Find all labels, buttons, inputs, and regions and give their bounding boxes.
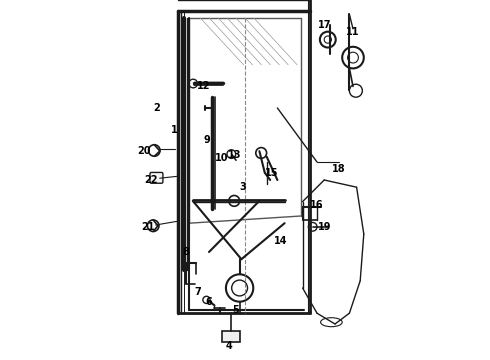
Text: 11: 11 [346, 27, 360, 37]
Text: 7: 7 [195, 287, 201, 297]
Text: 3: 3 [240, 182, 246, 192]
Text: 8: 8 [182, 247, 189, 257]
Text: 9: 9 [204, 135, 211, 145]
Text: 6: 6 [206, 297, 212, 307]
Text: 16: 16 [310, 200, 324, 210]
Text: 19: 19 [318, 222, 331, 232]
Text: 5: 5 [233, 305, 240, 315]
Text: 15: 15 [265, 168, 279, 178]
Text: 14: 14 [274, 236, 288, 246]
FancyBboxPatch shape [221, 331, 240, 342]
FancyBboxPatch shape [150, 172, 163, 183]
Text: 1: 1 [172, 125, 178, 135]
Text: 22: 22 [145, 175, 158, 185]
Text: 20: 20 [138, 146, 151, 156]
Text: 18: 18 [332, 164, 345, 174]
Text: 12: 12 [197, 81, 210, 91]
Text: 10: 10 [215, 153, 228, 163]
Text: 21: 21 [141, 222, 154, 232]
Text: 2: 2 [153, 103, 160, 113]
Text: 4: 4 [225, 341, 232, 351]
Text: 17: 17 [318, 20, 331, 30]
Text: 13: 13 [227, 150, 241, 160]
